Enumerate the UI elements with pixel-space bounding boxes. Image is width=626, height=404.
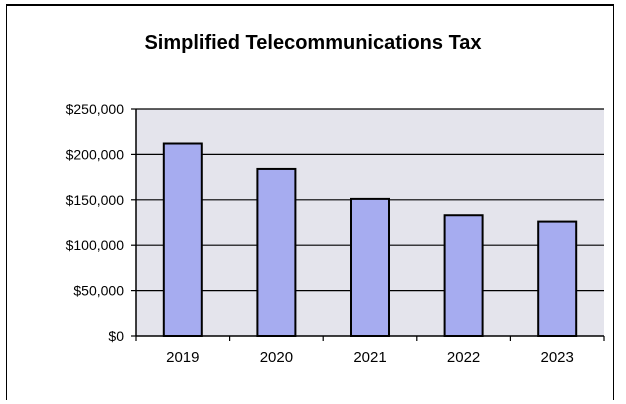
x-tick-label: 2021 — [353, 349, 386, 366]
bar — [256, 167, 297, 337]
bar — [443, 214, 484, 337]
x-axis-ticks: 2019 2020 2021 2022 2023 — [135, 336, 605, 366]
y-tick-label: $200,000 — [66, 146, 125, 162]
axes — [135, 109, 604, 337]
bar — [162, 142, 203, 337]
y-tick-label: $150,000 — [66, 192, 125, 208]
y-tick-label: $100,000 — [66, 237, 125, 253]
x-tick-label: 2022 — [447, 349, 480, 366]
x-tick-label: 2023 — [541, 349, 574, 366]
bar — [537, 220, 578, 337]
bar — [350, 197, 390, 337]
y-axis-ticks: $0 $50,000 $100,000 $150,000 $200,000 $250,00… — [66, 101, 136, 344]
chart-title: Simplified Telecommunications Tax — [144, 32, 482, 54]
bars — [162, 142, 578, 337]
y-tick-label: $50,000 — [73, 283, 124, 299]
y-tick-label: $0 — [108, 328, 124, 344]
y-tick-label: $250,000 — [66, 101, 125, 117]
x-tick-label: 2020 — [260, 349, 293, 366]
x-tick-label: 2019 — [166, 349, 199, 366]
